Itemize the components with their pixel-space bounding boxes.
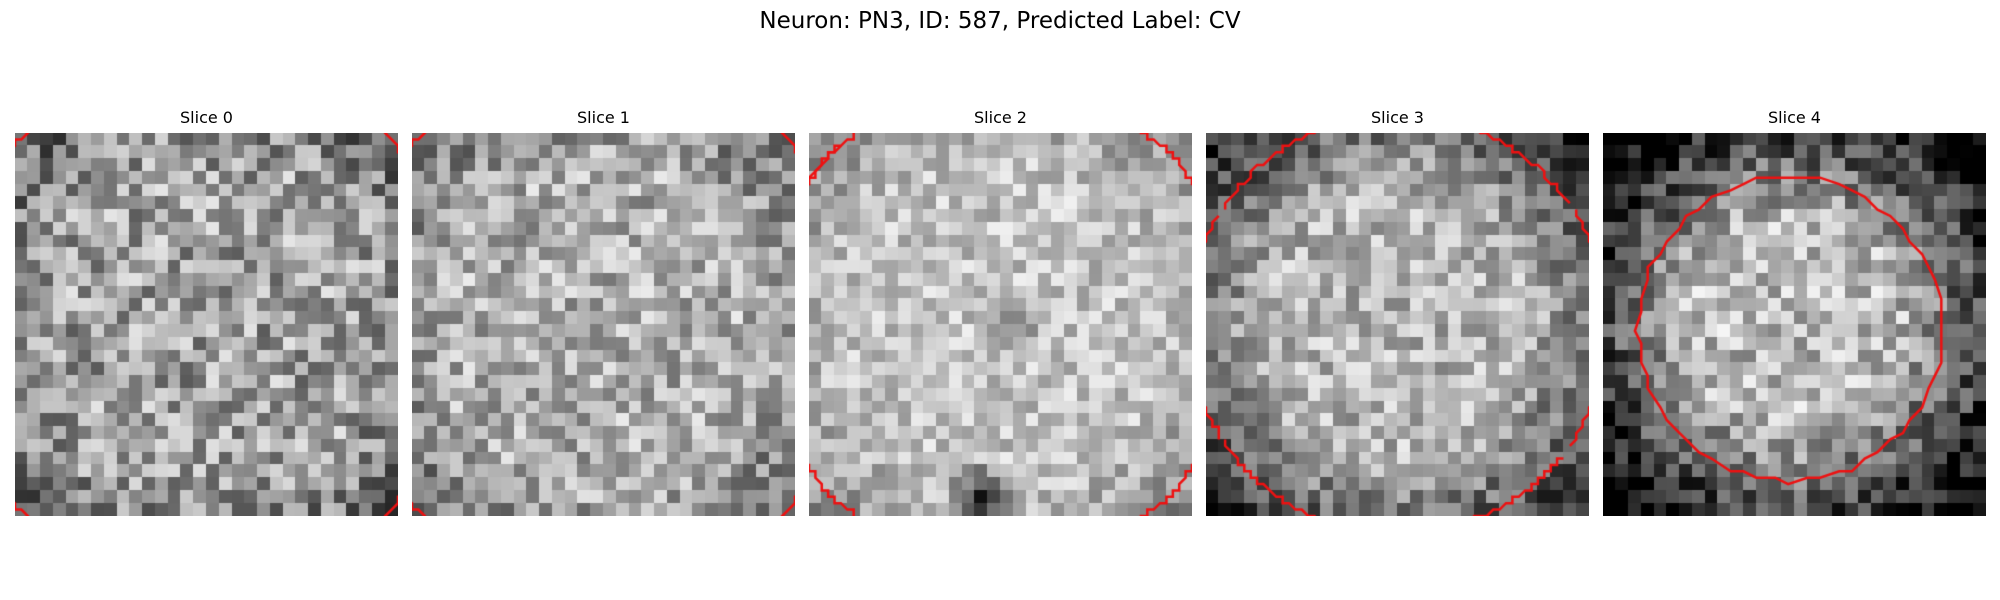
slice-image bbox=[809, 133, 1192, 516]
slice-image bbox=[1206, 133, 1589, 516]
figure-title: Neuron: PN3, ID: 587, Predicted Label: C… bbox=[759, 8, 1241, 34]
slice-image bbox=[412, 133, 795, 516]
slice-panel-1: Slice 1 bbox=[412, 108, 795, 516]
slice-title: Slice 1 bbox=[577, 108, 630, 127]
slice-panel-4: Slice 4 bbox=[1603, 108, 1986, 516]
slice-image bbox=[15, 133, 398, 516]
slice-title: Slice 3 bbox=[1371, 108, 1424, 127]
slice-panel-0: Slice 0 bbox=[15, 108, 398, 516]
slice-image bbox=[1603, 133, 1986, 516]
slice-title: Slice 4 bbox=[1768, 108, 1821, 127]
slice-title: Slice 0 bbox=[180, 108, 233, 127]
slice-panel-2: Slice 2 bbox=[809, 108, 1192, 516]
slice-panel-3: Slice 3 bbox=[1206, 108, 1589, 516]
slice-title: Slice 2 bbox=[974, 108, 1027, 127]
